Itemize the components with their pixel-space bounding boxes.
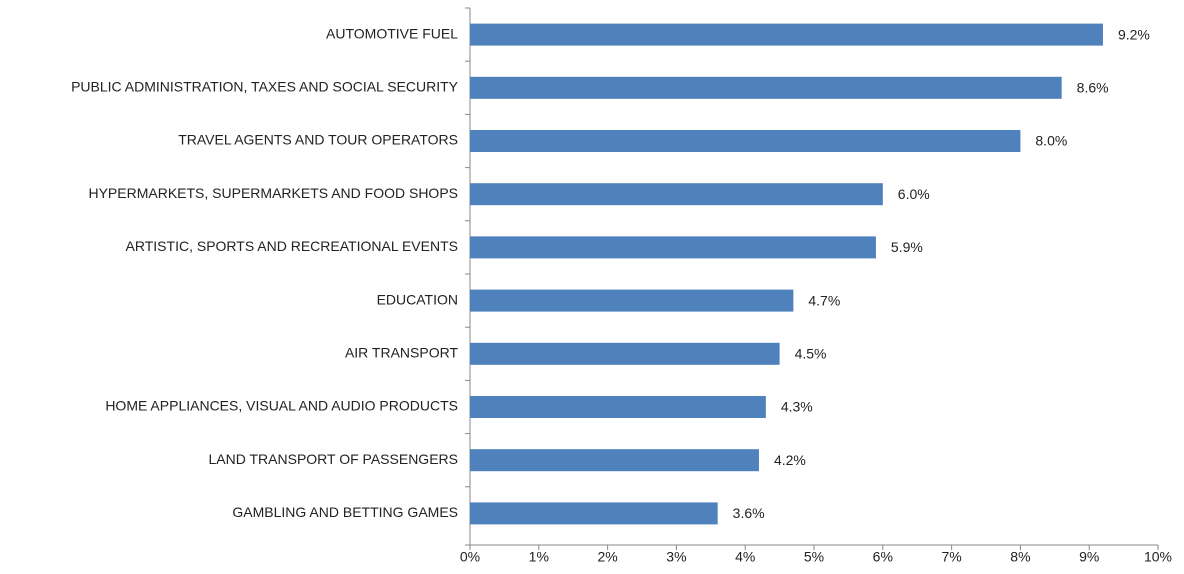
y-tick-label: AIR TRANSPORT	[345, 345, 459, 361]
value-label: 4.5%	[795, 346, 827, 362]
bar	[470, 183, 883, 206]
value-label: 9.2%	[1118, 26, 1150, 42]
bar	[470, 76, 1062, 99]
value-label: 8.6%	[1077, 80, 1109, 96]
value-label: 5.9%	[891, 239, 923, 255]
x-tick-label: 1%	[529, 549, 549, 565]
bar	[470, 449, 759, 472]
value-label: 4.3%	[781, 399, 813, 415]
x-tick-label: 5%	[804, 549, 824, 565]
value-label: 3.6%	[733, 505, 765, 521]
value-label: 4.2%	[774, 452, 806, 468]
value-label: 8.0%	[1035, 133, 1067, 149]
x-tick-label: 2%	[597, 549, 617, 565]
bar	[470, 396, 766, 418]
bar	[470, 23, 1103, 46]
y-tick-label: GAMBLING AND BETTING GAMES	[232, 504, 458, 520]
x-tick-label: 9%	[1079, 549, 1099, 565]
value-label: 6.0%	[898, 186, 930, 202]
y-tick-label: PUBLIC ADMINISTRATION, TAXES AND SOCIAL …	[71, 79, 459, 95]
x-tick-label: 6%	[873, 549, 893, 565]
y-tick-label: ARTISTIC, SPORTS AND RECREATIONAL EVENTS	[126, 238, 458, 254]
bar	[470, 342, 780, 365]
value-label: 4.7%	[808, 292, 840, 308]
x-tick-label: 10%	[1144, 549, 1172, 565]
x-tick-label: 0%	[460, 549, 480, 565]
bar	[470, 289, 794, 312]
x-tick-label: 3%	[666, 549, 686, 565]
x-tick-label: 4%	[735, 549, 755, 565]
bar	[470, 130, 1021, 152]
y-tick-label: EDUCATION	[377, 291, 458, 307]
y-tick-label: HYPERMARKETS, SUPERMARKETS AND FOOD SHOP…	[88, 185, 458, 201]
y-tick-label: TRAVEL AGENTS AND TOUR OPERATORS	[178, 132, 458, 148]
x-tick-label: 8%	[1010, 549, 1030, 565]
y-tick-label: LAND TRANSPORT OF PASSENGERS	[209, 451, 458, 467]
y-tick-label: AUTOMOTIVE FUEL	[326, 25, 458, 41]
bar	[470, 502, 718, 525]
bar	[470, 236, 876, 259]
x-tick-label: 7%	[941, 549, 961, 565]
y-tick-label: HOME APPLIANCES, VISUAL AND AUDIO PRODUC…	[105, 398, 458, 414]
